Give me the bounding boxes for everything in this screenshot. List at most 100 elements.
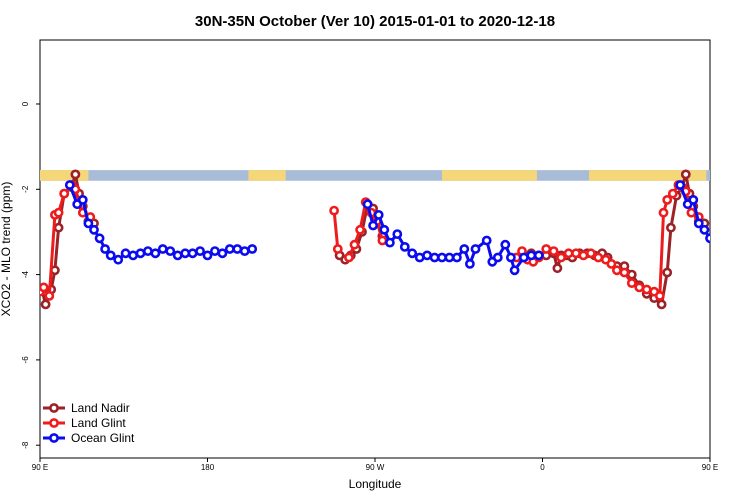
series-1-point [626, 278, 637, 288]
series-2-point [526, 250, 537, 261]
chart-title: 30N-35N October (Ver 10) 2015-01-01 to 2… [195, 13, 555, 30]
series-2-point [384, 237, 395, 248]
series-2-point [368, 220, 378, 231]
legend-swatch-marker [49, 403, 59, 413]
series-1-point [332, 244, 343, 254]
legend-label-1: Land Glint [71, 416, 126, 430]
y-tick-label-1: -2 [21, 185, 30, 193]
series-2-point [464, 258, 475, 269]
series-2-point [509, 265, 520, 276]
series-1-point [377, 235, 388, 246]
series-2-point [195, 246, 205, 256]
series-2-point [89, 224, 99, 235]
series-2-point [165, 246, 176, 256]
series-2-point [444, 252, 455, 263]
series-2-point [399, 241, 410, 252]
series-1-point [53, 207, 64, 218]
series-1-point [606, 258, 617, 269]
surface-band [40, 170, 710, 181]
series-1-point [686, 207, 697, 218]
legend-item-1: Land Glint [43, 416, 126, 430]
series-2-point [422, 250, 432, 261]
series-2-point [209, 246, 220, 256]
x-tick-label-2: 90 W [366, 463, 385, 472]
series-2-point [705, 233, 710, 244]
series-2-point [533, 250, 544, 261]
series-2-point [373, 209, 384, 220]
series-1-point [658, 207, 669, 218]
series-1-point [667, 188, 678, 199]
series-2-point [202, 250, 213, 261]
series-2-point [77, 194, 88, 205]
series-2-point [105, 250, 116, 261]
series-1 [40, 180, 704, 301]
series-1-point [44, 290, 55, 301]
series-2-point [407, 248, 418, 259]
series-2-point [120, 248, 131, 259]
series-0 [40, 169, 710, 310]
x-axis: 90 E 180 90 W 0 90 E [32, 458, 718, 472]
x-tick-label-3: 0 [540, 463, 545, 472]
legend-swatch-marker [49, 433, 59, 443]
x-tick-label-1: 180 [201, 463, 215, 472]
series-2-point [505, 252, 516, 263]
series-2-point [142, 246, 153, 256]
y-tick-label-4: -8 [21, 441, 30, 449]
series-1-point [548, 246, 559, 256]
series-1-line-1 [332, 210, 340, 250]
series-1-point [541, 244, 552, 254]
y-tick-label-2: -4 [21, 270, 30, 278]
series-1-point [619, 267, 630, 278]
series-1-point [612, 265, 622, 276]
series-1-point [59, 188, 70, 199]
series-2-point [392, 229, 403, 239]
series-1-point [654, 290, 665, 301]
land-band-3 [589, 170, 707, 181]
series-0-point [662, 267, 673, 278]
series-2-point [100, 244, 110, 254]
series-2-point [247, 244, 258, 254]
legend-item-2: Ocean Glint [43, 431, 135, 445]
series-2-point [64, 180, 75, 190]
series-1-point [329, 205, 339, 216]
series-2-point [675, 180, 686, 190]
y-axis: 0 -2 -4 -6 -8 [21, 101, 40, 449]
series-2-point [481, 235, 492, 246]
series-1-point [593, 252, 604, 263]
series-1-point [355, 224, 365, 235]
series-2 [64, 180, 710, 276]
series-0-point [680, 169, 691, 180]
series-2-point [470, 244, 481, 254]
series-0-point [40, 299, 51, 310]
y-tick-label-0: 0 [21, 101, 30, 106]
series-0-point [656, 299, 667, 310]
series-1-point [40, 282, 49, 293]
series-2-point [492, 252, 503, 263]
series-2-point [83, 218, 94, 229]
legend-label-0: Land Nadir [71, 401, 130, 415]
land-band-0 [40, 170, 89, 181]
x-axis-label: Longitude [349, 477, 402, 491]
series-2-point [187, 248, 198, 259]
series-0-point [552, 263, 563, 274]
series-1-point [662, 194, 673, 205]
legend-swatch-marker [49, 418, 59, 428]
series-2-point [688, 194, 699, 205]
series-2-point [500, 239, 511, 250]
series-2-point [157, 244, 168, 254]
series-2-point [459, 244, 470, 254]
legend-label-2: Ocean Glint [71, 431, 135, 445]
series-0-point [666, 222, 676, 233]
series-2-point [224, 244, 235, 254]
series-2-point [699, 224, 710, 235]
series-1-point [586, 248, 596, 259]
y-tick-label-3: -6 [21, 356, 30, 364]
series-0-point [53, 222, 64, 233]
series-1-point [641, 284, 652, 295]
series-2-point [379, 224, 390, 235]
series-0-point [70, 169, 81, 180]
series-2-point [172, 250, 183, 261]
series-2-point [150, 248, 161, 259]
